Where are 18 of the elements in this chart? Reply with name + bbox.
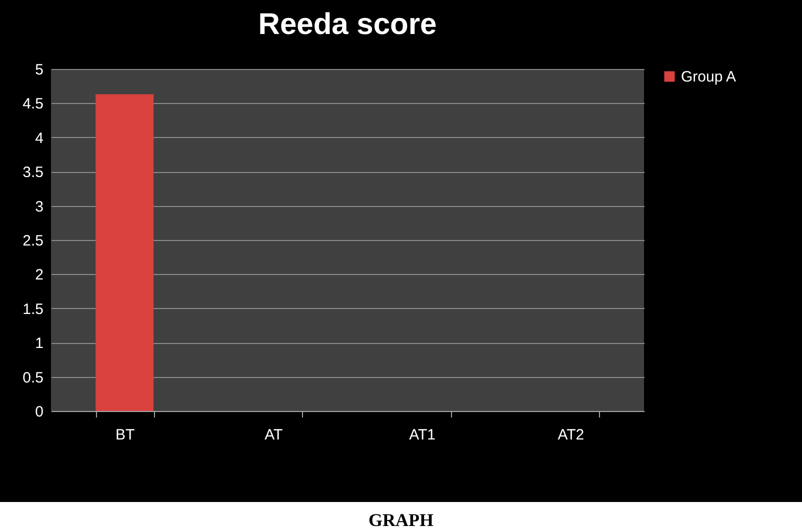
y-tick-label: 1: [35, 335, 44, 352]
y-tick-label: 4: [35, 130, 44, 147]
y-tick-label: 3.5: [22, 164, 44, 182]
y-tick-label: 3: [35, 198, 44, 216]
chart-title: Reeda score: [258, 8, 437, 41]
y-tick-label: 4.5: [22, 96, 44, 113]
y-tick-label: 1.5: [22, 300, 44, 318]
y-tick-label: 2: [35, 266, 44, 284]
text: GRAPH: [368, 509, 434, 530]
x-tick-label: BT: [115, 426, 135, 444]
y-tick-label: 0: [35, 404, 44, 420]
y-tick-label: 5: [35, 62, 44, 78]
x-tick-label: AT: [264, 426, 283, 444]
x-tick-label: AT2: [558, 426, 584, 444]
legend-label: Group A: [681, 68, 736, 86]
x-tick-label: AT1: [409, 426, 436, 444]
y-tick-label: 2.5: [22, 232, 44, 250]
y-tick-label: 0.5: [22, 369, 44, 386]
